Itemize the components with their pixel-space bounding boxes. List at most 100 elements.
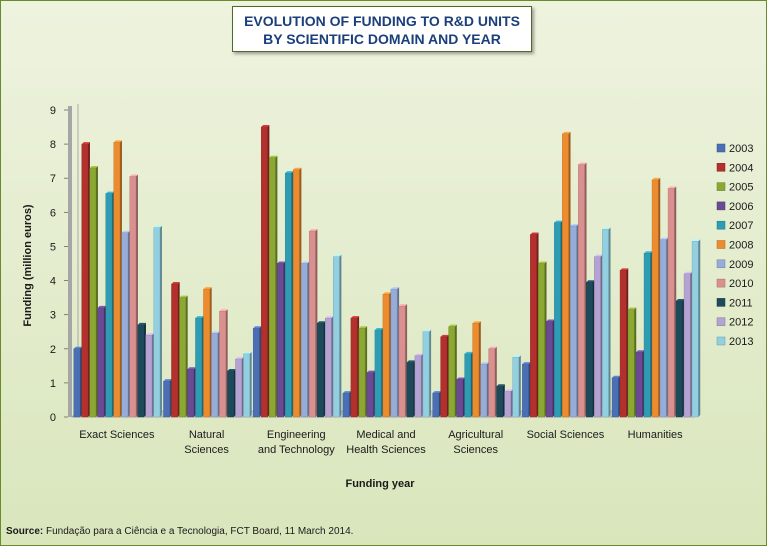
bar-2011: [316, 322, 324, 418]
bar-side: [421, 353, 424, 417]
bar-2013: [602, 229, 609, 418]
y-axis-title: Funding (million euros): [22, 204, 34, 327]
bar-top: [293, 167, 302, 170]
bar-2013: [153, 227, 161, 418]
bar-side: [103, 305, 106, 417]
bar-top: [398, 304, 408, 307]
y-tick-label: 6: [50, 207, 56, 219]
y-tick-label: 7: [50, 173, 56, 185]
bar-2013: [422, 331, 430, 418]
bar-top: [512, 355, 521, 358]
bar-side: [127, 230, 130, 417]
bar-top: [285, 171, 294, 174]
bar-side: [233, 368, 236, 417]
bar-top: [342, 391, 352, 394]
bar-side: [275, 155, 278, 417]
bar-side: [674, 186, 677, 417]
bar-top: [602, 227, 611, 230]
bar-2005: [448, 326, 456, 418]
bar-2012: [145, 334, 153, 418]
legend-label-2005: 2005: [729, 182, 753, 194]
bar-top: [456, 377, 465, 380]
bar-side: [241, 357, 244, 417]
bar-top: [137, 322, 146, 325]
bar-side: [576, 223, 579, 417]
bar-top: [129, 174, 138, 177]
bar-top: [538, 261, 547, 264]
bar-top: [105, 191, 114, 194]
bar-2008: [651, 179, 659, 418]
bar-top: [448, 324, 457, 327]
legend-label-2013: 2013: [729, 336, 753, 348]
bar-top: [203, 287, 212, 290]
legend-swatch-2013: [716, 336, 726, 346]
bar-2006: [635, 351, 643, 418]
bar-2005: [89, 167, 97, 418]
bar-side: [397, 287, 400, 417]
bar-side: [486, 362, 489, 417]
bar-2008: [562, 133, 569, 418]
y-tick-label: 3: [50, 310, 56, 322]
bar-top: [366, 370, 376, 373]
bar-2005: [179, 297, 186, 418]
bar-top: [374, 328, 384, 331]
bar-side: [119, 140, 122, 417]
x-category-label: Sciences: [184, 444, 229, 456]
bar-side: [291, 171, 294, 417]
bar-2006: [97, 307, 105, 418]
bar-side: [634, 307, 637, 417]
bar-2007: [643, 253, 651, 418]
bar-2011: [675, 300, 683, 418]
bar-2010: [667, 188, 675, 418]
bar-top: [350, 316, 360, 319]
bar-top: [390, 287, 400, 290]
y-tick-label: 5: [50, 241, 56, 253]
bar-top: [309, 229, 318, 232]
bar-side: [79, 346, 82, 417]
bar-side: [357, 316, 360, 417]
bar-side: [462, 377, 465, 417]
bar-top: [73, 346, 82, 349]
bar-side: [494, 346, 497, 417]
bar-top: [676, 299, 685, 302]
bar-side: [389, 292, 392, 417]
bar-2008: [113, 142, 121, 418]
bar-top: [163, 379, 172, 382]
x-category-label: and Technology: [258, 444, 335, 456]
bar-top: [472, 321, 481, 324]
bar-side: [626, 268, 629, 417]
legend-label-2008: 2008: [729, 240, 753, 252]
bar-2005: [538, 263, 545, 418]
chart-title-line-1: EVOLUTION OF FUNDING TO R&D UNITS: [244, 13, 520, 29]
bar-2009: [211, 333, 218, 418]
bar-side: [177, 281, 180, 417]
bar-2007: [195, 317, 202, 418]
bar-2004: [619, 270, 627, 418]
bar-2008: [292, 169, 300, 418]
bar-side: [528, 362, 531, 417]
bar-top: [261, 125, 270, 128]
y-tick-label: 9: [50, 105, 56, 117]
bar-top: [530, 232, 539, 235]
bar-top: [684, 271, 693, 274]
legend-swatch-2011: [716, 298, 726, 307]
bar-2003: [163, 380, 170, 418]
legend-label-2003: 2003: [729, 143, 753, 155]
bar-top: [488, 346, 497, 349]
bar-side: [217, 331, 220, 417]
bar-side: [429, 329, 432, 417]
bar-top: [235, 357, 244, 360]
bar-top: [358, 326, 368, 329]
bar-top: [333, 254, 342, 257]
bar-side: [502, 384, 505, 417]
bar-side: [446, 334, 449, 417]
bar-top: [522, 362, 531, 365]
legend-swatch-2010: [716, 278, 726, 288]
bar-2009: [570, 225, 577, 418]
bar-top: [269, 155, 278, 158]
bar-2006: [456, 379, 464, 418]
bar-top: [586, 280, 595, 283]
bar-side: [666, 237, 669, 417]
x-axis-title: Funding year: [345, 478, 415, 490]
bar-side: [568, 131, 571, 417]
